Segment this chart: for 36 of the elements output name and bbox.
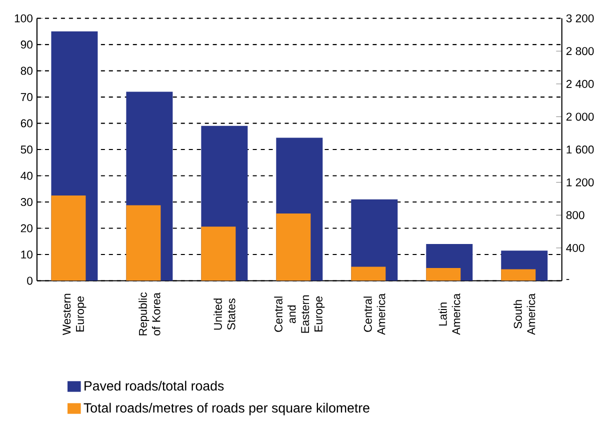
y2-tick-label: 2 400 [566, 80, 594, 88]
y2-tick-label: 800 [566, 211, 584, 220]
legend-label: Total roads/metres of roads per square kilometre [84, 403, 370, 416]
x-tick-label: Latin America [438, 294, 460, 336]
bar [501, 269, 536, 281]
y-tick-label: 90 [20, 40, 32, 49]
bar [201, 226, 236, 281]
y2-tick-label: 1 600 [566, 146, 594, 154]
bar [126, 205, 161, 281]
bar [51, 196, 86, 281]
x-tick-label: Central and Eastern Europe [274, 296, 325, 333]
y-tick-label: 80 [20, 66, 32, 75]
x-tick-label: Republic of Korea [138, 292, 160, 336]
y-tick-label: 10 [21, 250, 32, 259]
y-tick-label: 0 [27, 276, 32, 285]
y2-tick-label: 2 800 [566, 47, 594, 56]
y-tick-label: 70 [20, 93, 32, 102]
y-tick-label: 40 [20, 172, 32, 180]
x-tick-label: South America [514, 294, 536, 336]
y-tick-label: 60 [20, 119, 32, 128]
y-tick-label: 20 [20, 224, 32, 232]
y-tick-label: 50 [20, 146, 32, 154]
legend-label: Paved roads/total roads [84, 381, 224, 391]
y2-tick-label: 3 200 [566, 14, 594, 23]
y2-tick-label: 2 000 [566, 112, 594, 121]
x-tick-label: Central America [364, 294, 386, 336]
bar [351, 266, 386, 281]
x-tick-label: Western Europe [62, 294, 86, 336]
x-tick-label: United States [214, 298, 236, 330]
y2-tick-label: 1 200 [566, 178, 594, 187]
y2-tick-label: 400 [566, 244, 584, 252]
y-tick-label: 30 [20, 198, 32, 206]
y2-tick-label: - [566, 279, 570, 280]
y-tick-label: 100 [14, 14, 32, 23]
bar [426, 268, 461, 281]
bar [276, 214, 311, 281]
